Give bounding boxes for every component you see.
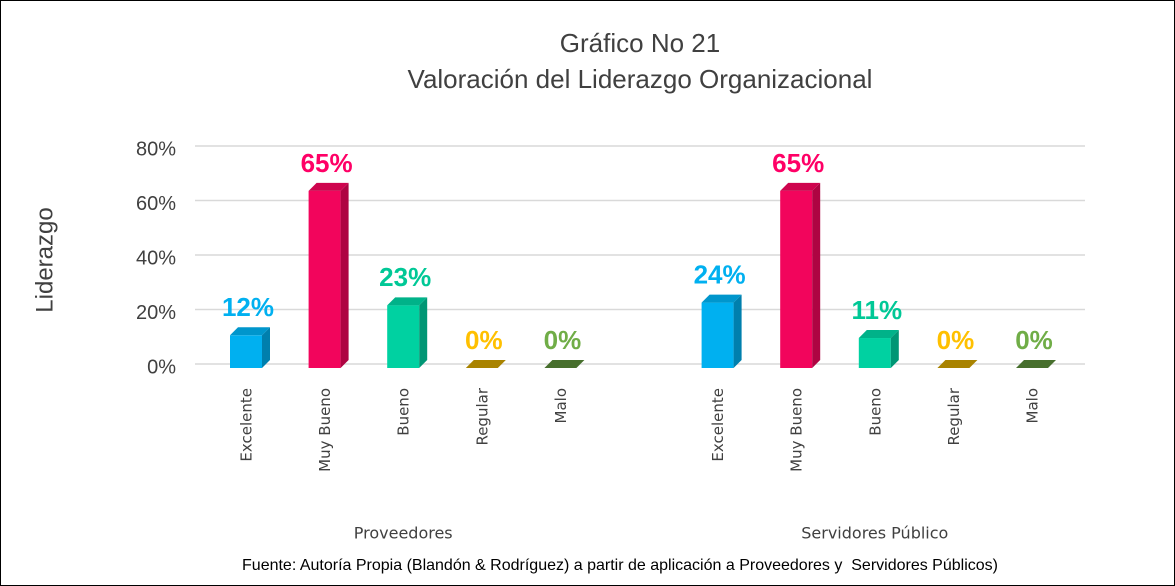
bar-front — [387, 305, 420, 368]
group-label: Servidores Público — [801, 524, 948, 543]
bar — [544, 360, 585, 368]
bar-top — [544, 360, 585, 368]
x-tick-label: Muy Bueno — [316, 388, 334, 472]
bar — [387, 297, 428, 368]
bar — [465, 360, 506, 368]
bar-top — [937, 360, 978, 368]
group-label: Proveedores — [354, 524, 453, 543]
bar-side — [812, 182, 821, 368]
bar-top — [465, 360, 506, 368]
y-tick-label: 60% — [136, 193, 176, 215]
x-tick-label: Bueno — [866, 388, 884, 436]
bar-side — [419, 297, 428, 368]
bar-top — [308, 182, 349, 191]
bar-front — [230, 335, 262, 368]
data-label: 0% — [937, 325, 975, 355]
x-tick-label: Regular — [473, 387, 491, 445]
bar — [1016, 360, 1056, 368]
x-tick-label: Regular — [945, 387, 963, 445]
data-label: 12% — [222, 292, 274, 322]
bar — [937, 360, 978, 368]
bar-front — [308, 190, 341, 368]
bar-top — [858, 330, 899, 339]
bar-side — [733, 294, 742, 368]
chart-title: Valoración del Liderazgo Organizacional — [408, 64, 873, 94]
bar-side — [262, 327, 270, 368]
bar — [230, 327, 270, 368]
x-tick-label: Excelente — [709, 388, 727, 462]
y-axis-title: Liderazgo — [31, 207, 58, 312]
y-tick-label: 20% — [136, 302, 176, 324]
x-tick-label: Malo — [552, 388, 570, 423]
x-tick-label: Muy Bueno — [788, 388, 806, 472]
x-tick-label: Bueno — [395, 388, 413, 436]
x-tick-label: Malo — [1024, 388, 1042, 423]
bar-top — [387, 297, 428, 306]
data-label: 65% — [772, 148, 824, 178]
data-label: 24% — [694, 259, 746, 289]
data-label: 0% — [465, 325, 503, 355]
data-label: 11% — [851, 295, 902, 325]
data-label: 65% — [301, 148, 353, 178]
y-tick-label: 80% — [136, 138, 176, 160]
bar-top — [1016, 360, 1056, 368]
bar — [308, 182, 349, 368]
data-label: 0% — [544, 325, 582, 355]
chart-title: Gráfico No 21 — [560, 28, 720, 58]
bar — [780, 182, 821, 368]
bar — [858, 330, 899, 368]
bar-front — [780, 190, 813, 368]
x-tick-label: Excelente — [238, 388, 256, 462]
bar-top — [780, 182, 821, 191]
bar-side — [340, 182, 349, 368]
bar-front — [858, 338, 891, 368]
footnote: Fuente: Autoría Propia (Blandón & Rodríg… — [242, 557, 998, 574]
bar-top — [701, 294, 742, 303]
data-label: 0% — [1015, 325, 1053, 355]
y-tick-label: 0% — [147, 356, 176, 378]
bar-top — [230, 327, 270, 336]
bar-front — [701, 302, 734, 368]
y-tick-label: 40% — [136, 247, 176, 269]
bar — [701, 294, 742, 368]
data-label: 23% — [379, 262, 431, 292]
bar-side — [890, 330, 899, 368]
